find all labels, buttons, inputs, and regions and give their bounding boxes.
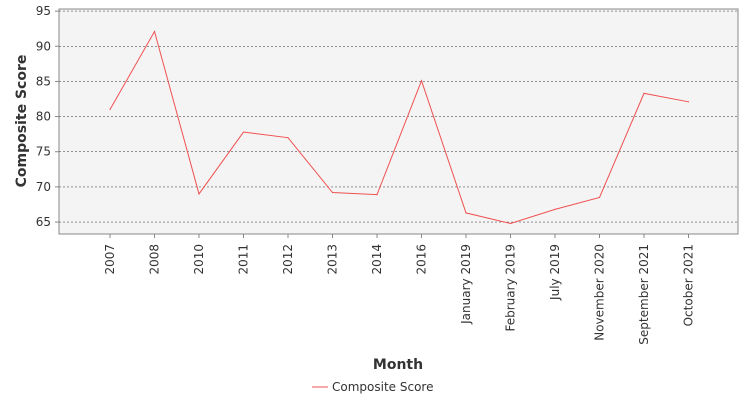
data-point bbox=[643, 92, 645, 94]
data-point bbox=[376, 194, 378, 196]
data-point bbox=[598, 196, 601, 199]
x-tick-label: October 2021 bbox=[682, 244, 696, 326]
y-tick-label: 95 bbox=[36, 4, 51, 18]
x-tick-label: September 2021 bbox=[637, 244, 651, 345]
data-point bbox=[331, 191, 334, 194]
y-tick-label: 80 bbox=[36, 110, 51, 124]
x-tick-label: 2014 bbox=[370, 244, 384, 275]
x-tick-label: 2016 bbox=[415, 244, 429, 275]
x-axis-title: Month bbox=[373, 357, 423, 373]
x-tick-label: February 2019 bbox=[504, 244, 518, 332]
data-point bbox=[242, 131, 245, 133]
x-tick-label: 2011 bbox=[237, 244, 251, 275]
x-tick-label: July 2019 bbox=[548, 244, 562, 301]
data-point bbox=[687, 101, 690, 103]
data-point bbox=[198, 193, 200, 195]
y-tick-label: 70 bbox=[36, 180, 51, 194]
legend-label: Composite Score bbox=[332, 380, 433, 394]
x-axis-ticks: 2007 2008 2010 2011 2012 2013 2014 2016 January … bbox=[103, 234, 696, 345]
data-point bbox=[109, 108, 111, 111]
x-tick-label: 2013 bbox=[326, 244, 340, 275]
y-axis-title: Composite Score bbox=[14, 55, 30, 188]
y-tick-label: 65 bbox=[36, 215, 51, 229]
y-tick-label: 75 bbox=[36, 145, 51, 159]
x-tick-label: January 2019 bbox=[459, 244, 473, 325]
x-tick-label: November 2020 bbox=[593, 244, 607, 341]
data-point bbox=[465, 212, 467, 214]
plot-area bbox=[58, 8, 739, 235]
x-tick-label: 2012 bbox=[281, 244, 295, 275]
x-tick-label: 2007 bbox=[103, 244, 117, 275]
legend: Composite Score bbox=[312, 380, 433, 394]
grid-lines bbox=[59, 10, 738, 223]
data-point bbox=[420, 80, 423, 82]
x-tick-label: 2010 bbox=[192, 244, 206, 275]
data-point bbox=[554, 208, 556, 210]
data-point bbox=[287, 137, 289, 139]
y-tick-label: 85 bbox=[36, 74, 51, 88]
series-line-0 bbox=[109, 30, 689, 224]
y-tick-label: 90 bbox=[36, 39, 51, 53]
series-layer bbox=[109, 30, 690, 225]
y-axis-ticks: 65 70 75 80 85 90 95 bbox=[36, 4, 59, 229]
data-point bbox=[509, 222, 512, 225]
data-point bbox=[153, 30, 156, 33]
x-tick-label: 2008 bbox=[148, 244, 162, 275]
